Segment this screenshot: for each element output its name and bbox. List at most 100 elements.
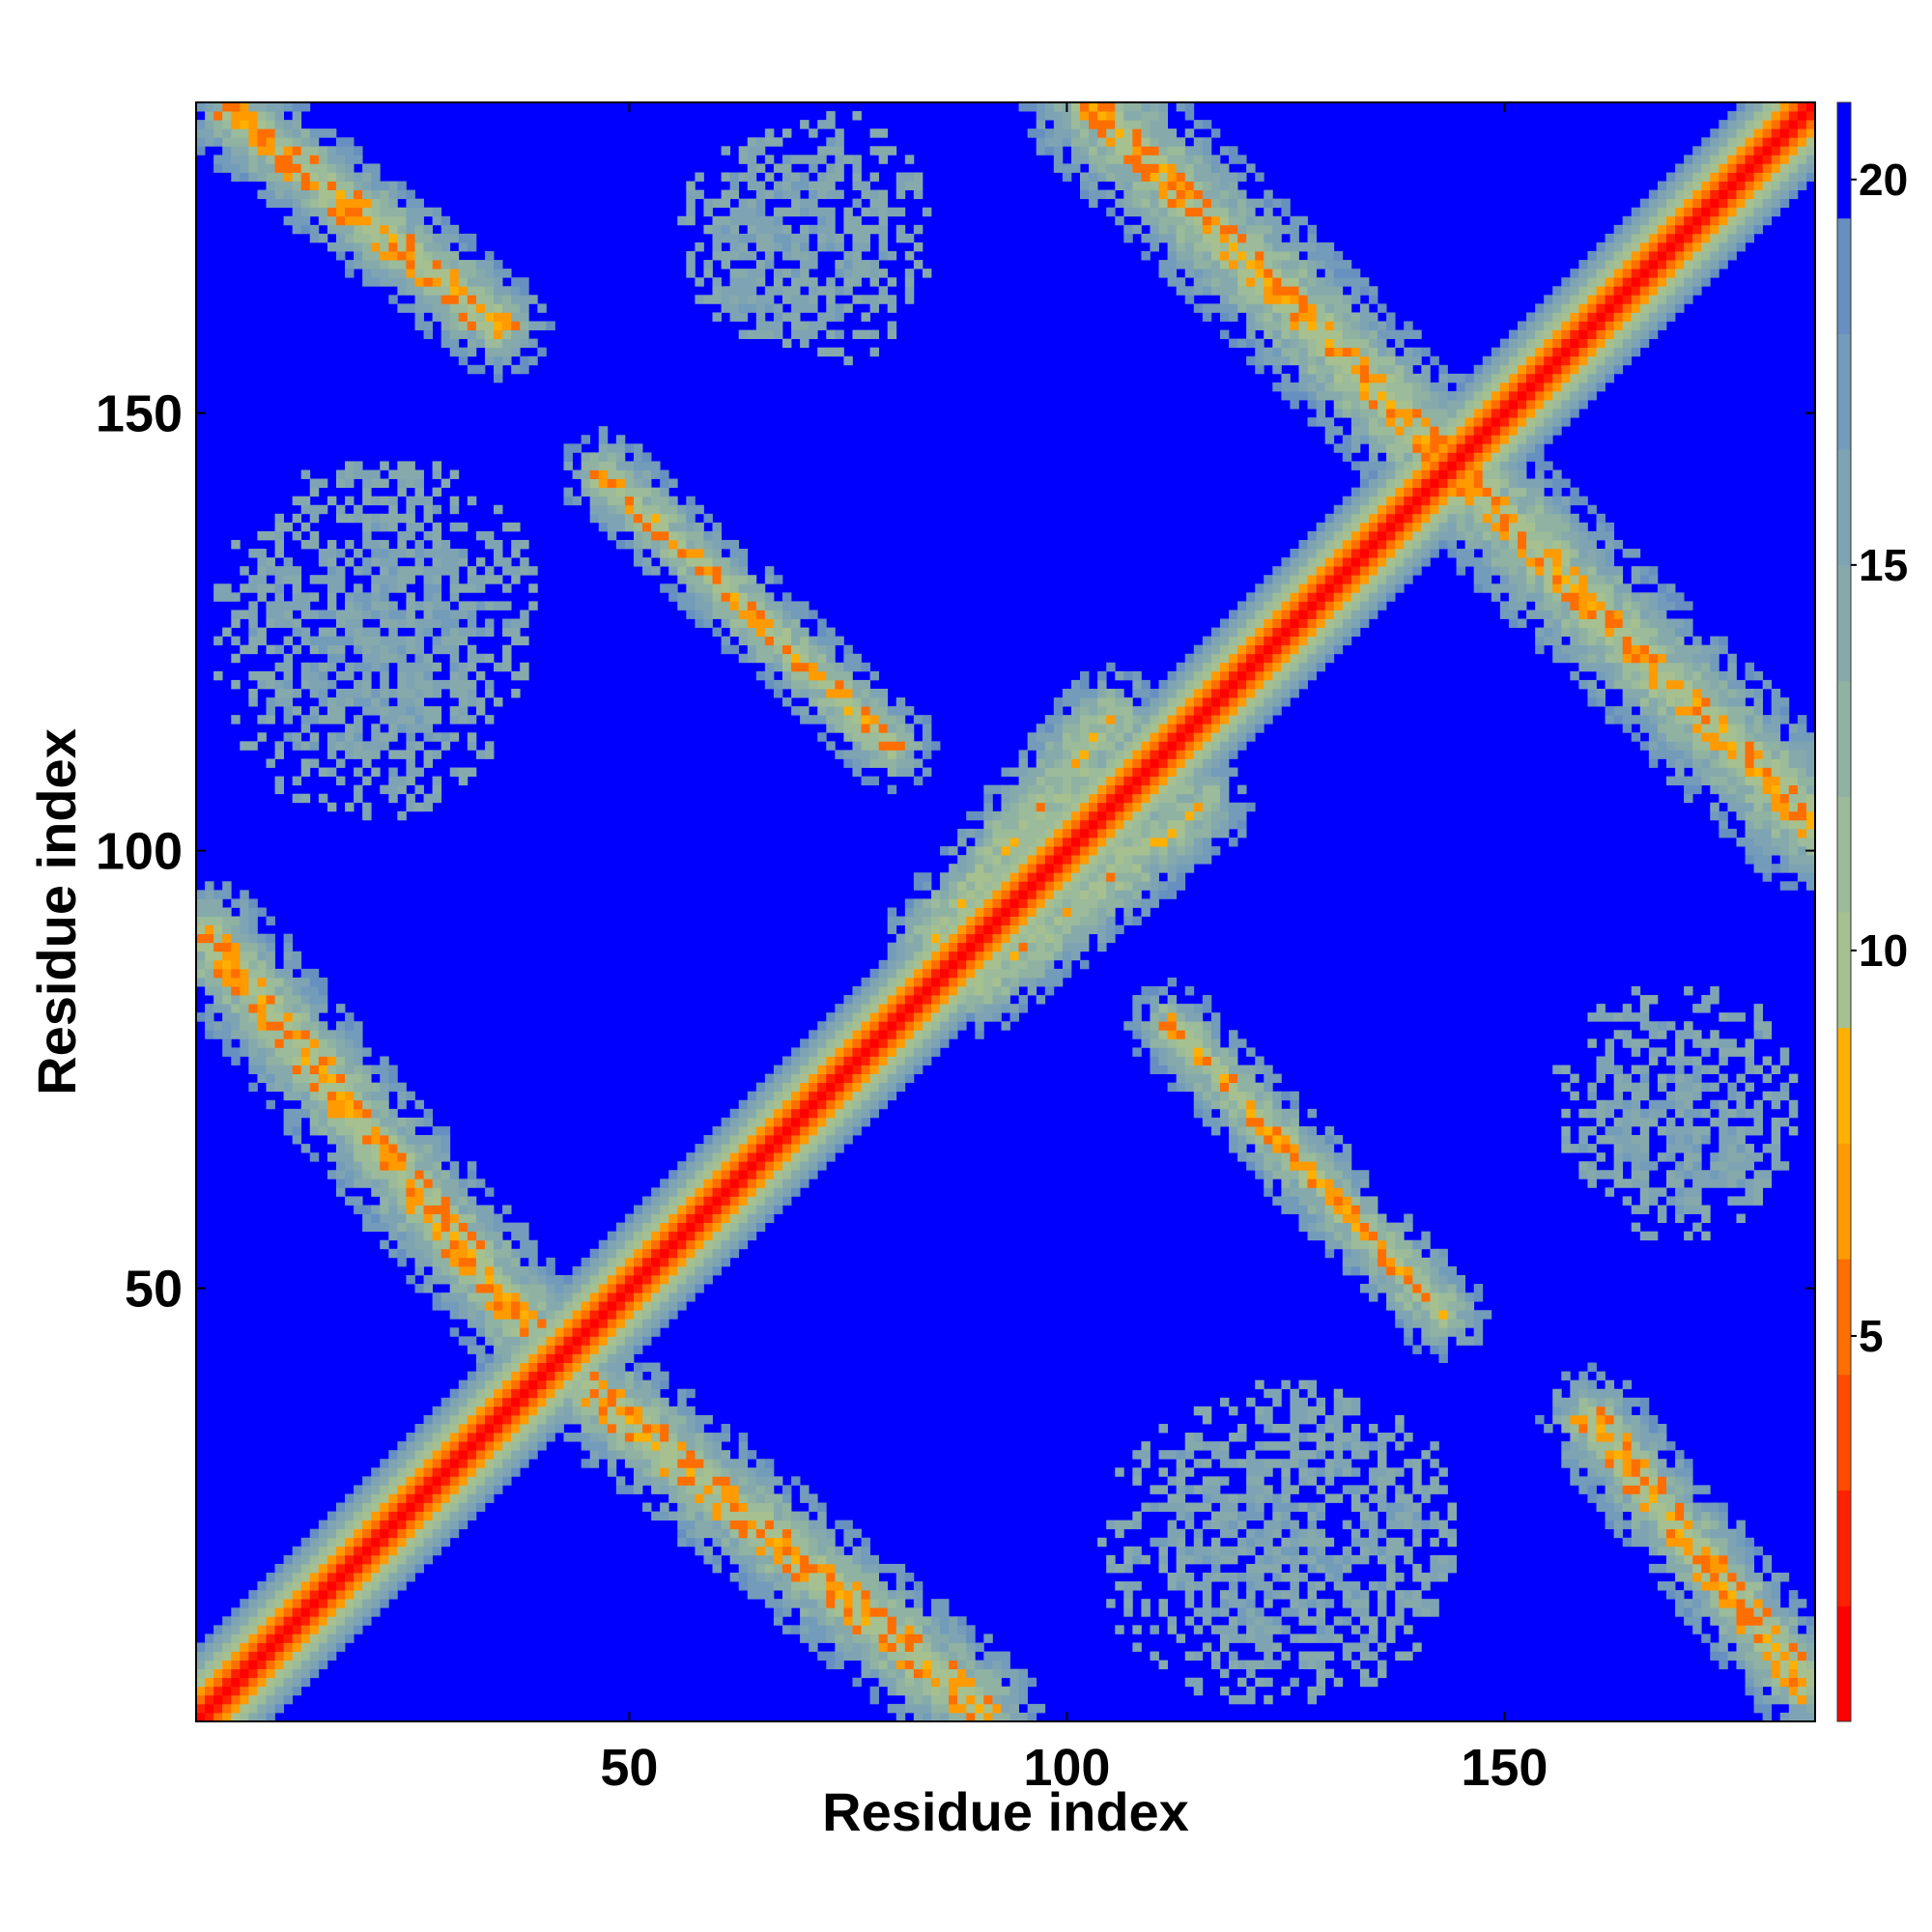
heatmap-cell [843,1047,853,1057]
heatmap-cell [869,1607,880,1617]
heatmap-cell [406,478,415,489]
heatmap-cell [887,1616,897,1626]
heatmap-cell [449,1441,460,1451]
heatmap-cell [1009,864,1019,873]
heatmap-cell [712,549,722,558]
heatmap-cell [222,924,232,935]
heatmap-cell [563,443,573,453]
heatmap-cell [930,1694,941,1705]
heatmap-cell [380,1563,389,1574]
heatmap-cell [904,1004,915,1013]
heatmap-cell [835,286,844,296]
heatmap-cell [196,1694,206,1705]
heatmap-cell [257,942,267,952]
heatmap-cell [458,1179,469,1188]
heatmap-cell [222,907,232,917]
heatmap-cell [668,496,678,506]
heatmap-cell [773,688,783,698]
heatmap-cell [494,539,503,550]
heatmap-cell [432,312,442,322]
heatmap-cell [729,1144,740,1153]
heatmap-cell [913,242,923,252]
heatmap-cell [764,575,775,584]
heatmap-cell [380,1581,389,1591]
heatmap-cell [362,242,372,252]
heatmap-cell [371,1493,381,1503]
heatmap-cell [240,1607,249,1617]
heatmap-cell [362,653,372,664]
heatmap-cell [712,233,722,243]
heatmap-cell [615,513,626,524]
heatmap-cell [966,959,976,970]
heatmap-cell [380,513,389,524]
heatmap-cell [975,1004,984,1013]
heatmap-cell [887,321,897,330]
heatmap-cell [345,269,355,278]
heatmap-cell [257,1668,267,1679]
heatmap-cell [475,1239,486,1250]
heatmap-cell [257,1607,267,1617]
heatmap-cell [721,1520,731,1530]
heatmap-cell [869,1581,880,1591]
heatmap-cell [1018,864,1029,873]
heatmap-cell [511,1388,521,1399]
heatmap-cell [660,1406,669,1416]
heatmap-cell [449,1450,460,1460]
heatmap-cell [300,1073,311,1084]
heatmap-cell [546,1397,555,1407]
heatmap-cell [563,1379,573,1390]
heatmap-cell [861,697,870,707]
heatmap-cell [449,1187,460,1197]
heatmap-cell [1009,855,1019,865]
heatmap-cell [677,1257,687,1267]
heatmap-cell [440,1397,451,1407]
heatmap-cell [940,968,950,979]
heatmap-cell [887,732,897,742]
heatmap-cell [537,347,547,357]
heatmap-cell [327,1528,337,1539]
heatmap-cell [747,1511,757,1521]
heatmap-cell [843,697,853,707]
heatmap-cell [327,215,337,226]
heatmap-cell [248,1607,258,1617]
heatmap-cell [791,610,801,619]
heatmap-cell [231,995,241,1005]
heatmap-cell [388,1590,398,1600]
heatmap-cell [380,198,389,209]
heatmap-cell [345,1528,355,1539]
heatmap-cell [397,549,407,558]
heatmap-cell [686,513,696,524]
heatmap-cell [266,706,275,716]
heatmap-cell [388,504,398,515]
heatmap-cell [318,1607,328,1617]
heatmap-cell [878,1563,889,1574]
heatmap-cell [248,601,258,611]
heatmap-cell [589,1274,600,1285]
heatmap-cell [467,1213,477,1224]
heatmap-cell [738,1563,749,1574]
heatmap-cell [624,1301,635,1311]
heatmap-cell [467,1467,477,1477]
heatmap-cell [335,181,346,190]
heatmap-cell [1027,1703,1037,1714]
heatmap-cell [432,1546,442,1556]
heatmap-cell [642,1397,652,1407]
heatmap-cell [817,1616,827,1626]
heatmap-cell [397,1502,407,1512]
heatmap-cell [327,566,337,576]
heatmap-cell [712,1161,722,1171]
heatmap-cell [397,776,407,786]
heatmap-cell [729,189,740,200]
heatmap-cell [642,513,652,524]
heatmap-cell [240,583,249,593]
heatmap-cell [686,539,696,550]
heatmap-cell [747,1135,757,1145]
heatmap-cell [414,1493,424,1503]
heatmap-cell [327,1056,337,1065]
heatmap-cell [809,1073,818,1084]
heatmap-cell [668,1170,678,1179]
heatmap-cell [318,163,328,173]
heatmap-cell [642,1310,652,1320]
heatmap-cell [677,1388,687,1399]
heatmap-cell [494,1336,503,1346]
